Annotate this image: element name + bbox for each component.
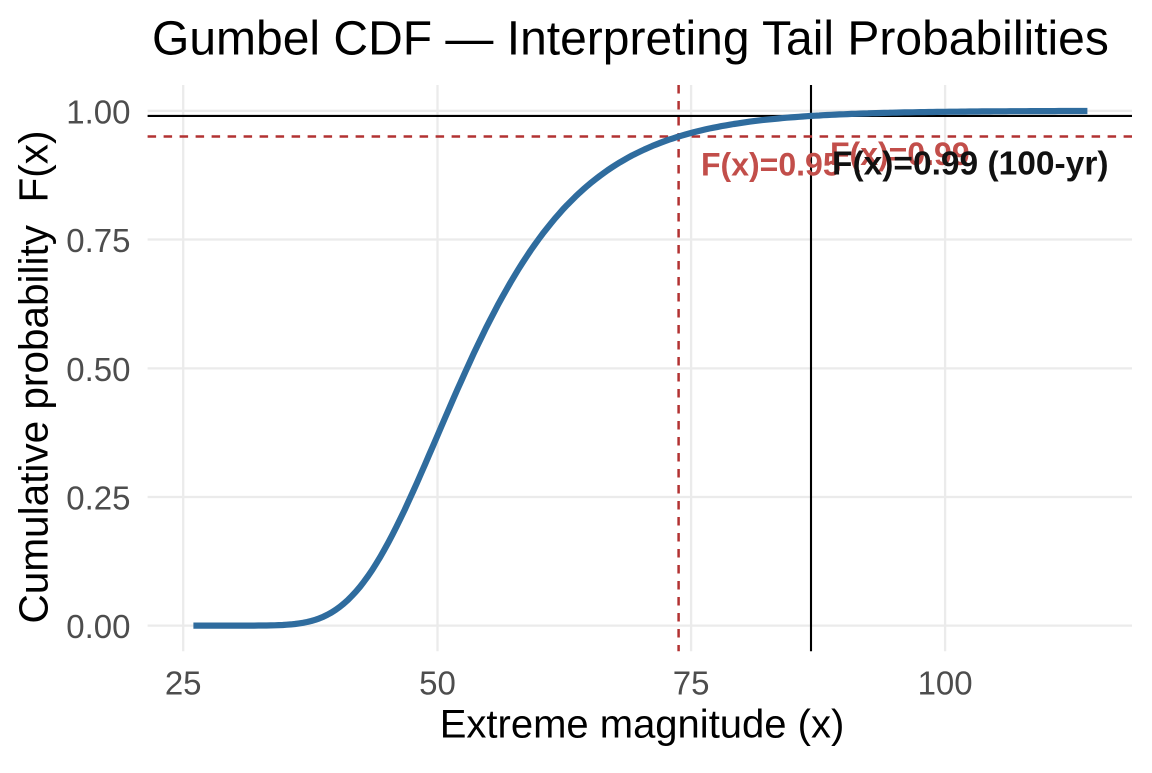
svg-text:0.50: 0.50 xyxy=(66,351,130,388)
svg-text:F(x)=0.99 (100-yr): F(x)=0.99 (100-yr) xyxy=(832,146,1109,183)
svg-text:0.25: 0.25 xyxy=(66,480,130,517)
svg-text:F(x)=0.99: F(x)=0.99 xyxy=(830,136,970,172)
svg-text:50: 50 xyxy=(419,665,456,702)
svg-text:25: 25 xyxy=(165,665,202,702)
svg-text:Extreme magnitude (x): Extreme magnitude (x) xyxy=(440,703,845,747)
svg-text:1.00: 1.00 xyxy=(66,94,130,131)
svg-text:Gumbel CDF — Interpreting Tail: Gumbel CDF — Interpreting Tail Probabili… xyxy=(152,12,1109,65)
svg-text:100: 100 xyxy=(918,665,973,702)
svg-text:0.75: 0.75 xyxy=(66,222,130,259)
svg-text:0.00: 0.00 xyxy=(66,608,130,645)
svg-text:Cumulative probability F(x): Cumulative probability F(x) xyxy=(11,131,57,624)
svg-text:F(x)=0.95: F(x)=0.95 xyxy=(701,146,841,182)
svg-text:75: 75 xyxy=(673,665,710,702)
